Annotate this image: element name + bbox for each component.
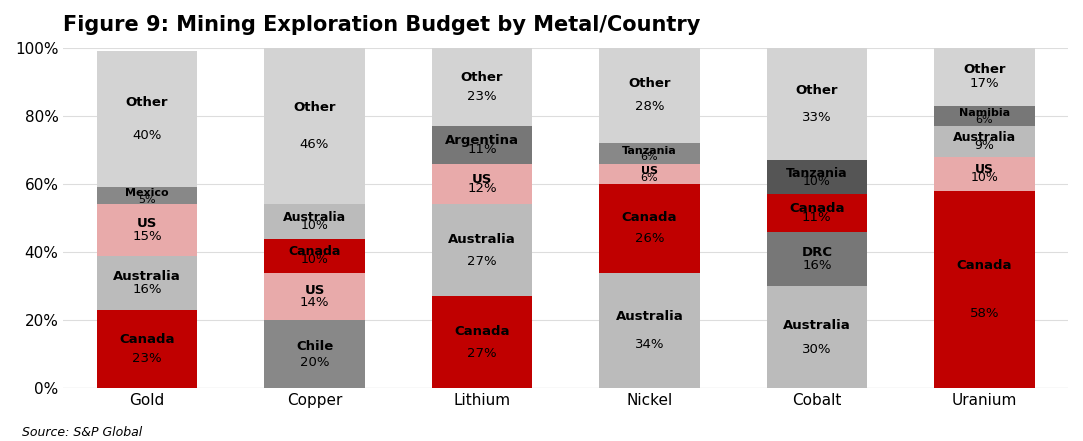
Text: 10%: 10%	[301, 219, 328, 232]
Bar	[767, 160, 867, 194]
Text: 28%: 28%	[635, 101, 664, 113]
Bar	[264, 205, 365, 239]
Bar	[934, 157, 1034, 191]
Text: 33%: 33%	[803, 111, 832, 124]
Text: 10%: 10%	[301, 253, 328, 266]
Text: Other: Other	[796, 84, 838, 97]
Bar	[599, 48, 700, 143]
Bar	[599, 143, 700, 164]
Text: US: US	[641, 166, 657, 176]
Bar	[96, 256, 197, 310]
Text: 23%: 23%	[132, 352, 161, 365]
Text: Chile: Chile	[296, 340, 334, 353]
Bar	[264, 239, 365, 273]
Bar	[264, 48, 365, 205]
Bar	[432, 296, 532, 389]
Text: Canada: Canada	[956, 259, 1012, 273]
Bar	[599, 164, 700, 184]
Text: 6%: 6%	[976, 115, 993, 125]
Text: Other: Other	[963, 63, 1005, 76]
Bar	[96, 310, 197, 389]
Bar	[934, 48, 1034, 105]
Text: DRC: DRC	[801, 246, 833, 259]
Text: Australia: Australia	[783, 318, 851, 332]
Text: 16%: 16%	[803, 259, 832, 272]
Bar	[432, 48, 532, 126]
Bar	[767, 286, 867, 389]
Text: 16%: 16%	[132, 283, 161, 296]
Text: Argentina: Argentina	[445, 134, 519, 147]
Bar	[264, 320, 365, 389]
Text: Namibia: Namibia	[958, 108, 1009, 118]
Text: 5%: 5%	[139, 195, 156, 205]
Text: Other: Other	[126, 97, 168, 109]
Bar	[934, 126, 1034, 157]
Text: Tanzania: Tanzania	[786, 167, 848, 179]
Text: 6%: 6%	[640, 153, 658, 162]
Text: 11%: 11%	[467, 143, 497, 156]
Text: 9%: 9%	[975, 138, 994, 152]
Text: US: US	[472, 172, 492, 186]
Text: Other: Other	[628, 78, 670, 90]
Bar	[96, 51, 197, 187]
Title: Figure 9: Mining Exploration Budget by Metal/Country: Figure 9: Mining Exploration Budget by M…	[64, 15, 701, 35]
Text: Mexico: Mexico	[126, 188, 169, 198]
Text: 34%: 34%	[635, 338, 664, 351]
Text: Other: Other	[293, 101, 336, 114]
Text: US: US	[304, 284, 325, 297]
Bar	[432, 126, 532, 164]
Text: Tanzania: Tanzania	[622, 146, 677, 156]
Text: Australia: Australia	[283, 211, 347, 224]
Bar	[432, 205, 532, 296]
Bar	[96, 187, 197, 205]
Text: 17%: 17%	[969, 77, 1000, 90]
Text: 10%: 10%	[970, 172, 999, 184]
Text: 12%: 12%	[467, 183, 497, 195]
Bar	[934, 191, 1034, 389]
Text: 26%: 26%	[635, 232, 664, 246]
Text: US: US	[975, 163, 994, 176]
Text: 30%: 30%	[803, 343, 832, 356]
Text: 27%: 27%	[467, 255, 497, 268]
Bar	[767, 194, 867, 232]
Text: 20%: 20%	[300, 356, 329, 369]
Text: Canada: Canada	[622, 211, 677, 224]
Text: 58%: 58%	[969, 307, 999, 320]
Bar	[96, 205, 197, 256]
Text: Australia: Australia	[114, 270, 181, 283]
Text: 46%: 46%	[300, 138, 329, 151]
Text: Canada: Canada	[288, 245, 341, 258]
Text: Australia: Australia	[953, 131, 1016, 144]
Text: 14%: 14%	[300, 296, 329, 309]
Text: Australia: Australia	[615, 310, 683, 323]
Text: 11%: 11%	[803, 211, 832, 224]
Bar	[767, 232, 867, 286]
Text: 10%: 10%	[803, 175, 831, 188]
Text: Canada: Canada	[790, 202, 845, 215]
Text: Source: S&P Global: Source: S&P Global	[22, 426, 142, 439]
Bar	[599, 273, 700, 389]
Bar	[599, 184, 700, 273]
Bar	[432, 164, 532, 205]
Text: Australia: Australia	[448, 233, 516, 246]
Text: Canada: Canada	[454, 325, 510, 338]
Bar	[934, 105, 1034, 126]
Text: 27%: 27%	[467, 347, 497, 360]
Text: 40%: 40%	[132, 129, 161, 142]
Text: Other: Other	[460, 71, 504, 84]
Text: US: US	[136, 217, 157, 230]
Text: 6%: 6%	[640, 173, 658, 183]
Bar	[767, 48, 867, 160]
Text: Canada: Canada	[119, 333, 174, 346]
Text: 23%: 23%	[467, 90, 497, 103]
Bar	[264, 273, 365, 320]
Text: 15%: 15%	[132, 230, 161, 243]
